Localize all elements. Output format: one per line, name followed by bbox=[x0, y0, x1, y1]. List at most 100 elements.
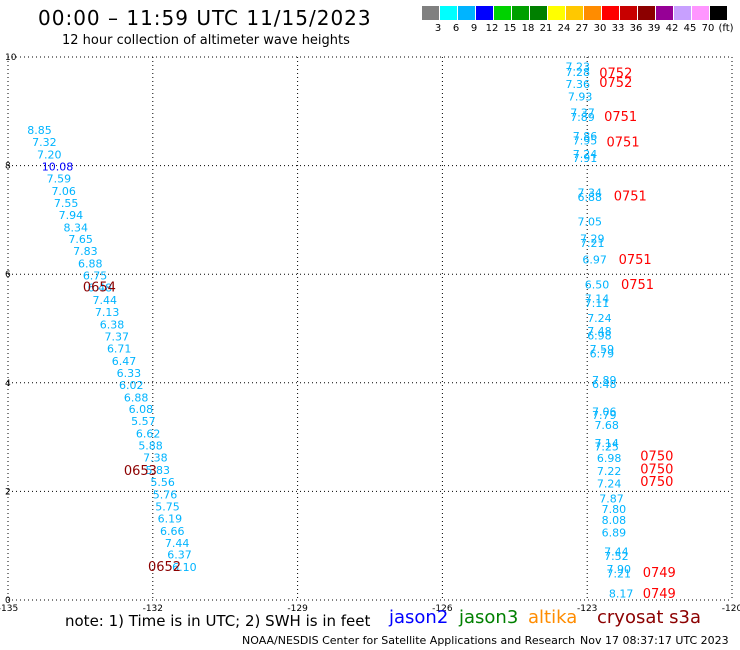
wave-height-value: 7.55 bbox=[54, 197, 79, 210]
wave-height-value: 8.85 bbox=[27, 124, 52, 137]
wave-height-value: 6.71 bbox=[107, 342, 131, 355]
legend-swatch bbox=[476, 6, 493, 20]
wave-height-value: 6.02 bbox=[119, 379, 144, 392]
pass-time-label: 0652 bbox=[148, 560, 181, 575]
wave-height-value: 5.57 bbox=[131, 415, 156, 428]
wave-height-value: 8.17 bbox=[609, 587, 634, 600]
legend-label: (ft) bbox=[718, 23, 734, 34]
y-tick-label: 2 bbox=[5, 487, 11, 497]
legend-label: 70 bbox=[701, 23, 715, 34]
legend-swatch bbox=[710, 6, 727, 20]
wave-height-value: 7.29 bbox=[580, 233, 605, 246]
wave-height-value: 7.44 bbox=[604, 545, 629, 558]
wave-height-value: 7.21 bbox=[607, 568, 632, 581]
wave-height-value: 6.88 bbox=[578, 191, 603, 204]
y-tick-label: 10 bbox=[5, 53, 17, 63]
legend-swatch bbox=[620, 6, 637, 20]
wave-height-value: 7.93 bbox=[568, 90, 593, 103]
wave-height-value: 5.56 bbox=[150, 476, 175, 489]
map-title: 00:00 – 11:59 UTC 11/15/2023 bbox=[38, 6, 372, 30]
legend-label: 30 bbox=[593, 23, 607, 34]
legend-swatch bbox=[548, 6, 565, 20]
wave-height-value: 7.37 bbox=[105, 330, 129, 343]
pass-time-label: 0751 bbox=[619, 253, 652, 268]
pass-time-label: 0750 bbox=[640, 449, 673, 464]
legend-swatch bbox=[674, 6, 691, 20]
wave-height-value: 6.48 bbox=[592, 378, 617, 391]
wave-height-value: 5.76 bbox=[153, 488, 178, 501]
wave-height-value: 6.38 bbox=[100, 319, 125, 332]
wave-height-value: 7.91 bbox=[573, 152, 598, 165]
legend-swatch bbox=[440, 6, 457, 20]
wave-height-value: 7.22 bbox=[597, 465, 622, 478]
wave-height-value: 6.37 bbox=[167, 549, 192, 562]
wave-height-value: 6.89 bbox=[602, 526, 627, 539]
wave-height-value: 7.37 bbox=[570, 107, 595, 120]
wave-height-value: 8.34 bbox=[64, 221, 89, 234]
pass-time-label: 0751 bbox=[614, 189, 647, 204]
wave-height-value: 7.95 bbox=[573, 134, 598, 147]
wave-height-value: 6.19 bbox=[158, 512, 183, 525]
legend-label: 24 bbox=[557, 23, 571, 34]
wave-height-value: 7.24 bbox=[573, 148, 598, 161]
wave-height-value: 7.48 bbox=[587, 325, 612, 338]
pass-time-label: 0750 bbox=[640, 462, 673, 477]
wave-height-value: 7.14 bbox=[594, 437, 619, 450]
wave-height-value: 6.75 bbox=[83, 270, 108, 283]
wave-height-value: 7.59 bbox=[47, 172, 72, 185]
legend-swatch bbox=[458, 6, 475, 20]
wave-height-value: 6.98 bbox=[587, 329, 612, 342]
wave-height-value: 7.87 bbox=[599, 492, 624, 505]
wave-height-value: 5.75 bbox=[155, 500, 180, 513]
wave-height-value: 7.24 bbox=[597, 478, 622, 491]
wave-height-value: 6.10 bbox=[172, 561, 197, 574]
wave-height-value: 6.98 bbox=[597, 452, 622, 465]
y-tick-label: 6 bbox=[5, 270, 11, 280]
credit-line: NOAA/NESDIS Center for Satellite Applica… bbox=[242, 634, 576, 647]
x-tick-label: -120 bbox=[722, 604, 740, 614]
wave-height-value: 6.48 bbox=[88, 282, 113, 295]
satellite-legend-altika: altika bbox=[528, 607, 578, 628]
wave-height-value: 6.50 bbox=[585, 278, 610, 291]
wave-height-value: 7.20 bbox=[37, 149, 62, 162]
wave-height-value: 7.38 bbox=[143, 452, 168, 465]
wave-height-value: 6.88 bbox=[78, 258, 103, 271]
pass-time-label: 0752 bbox=[599, 76, 632, 91]
wave-height-value: 6.47 bbox=[112, 355, 137, 368]
x-tick-label: -132 bbox=[143, 604, 163, 614]
wave-height-value: 6.97 bbox=[582, 253, 607, 266]
wave-height-value: 10.08 bbox=[42, 160, 74, 173]
legend-swatch bbox=[512, 6, 529, 20]
wave-height-value: 5.83 bbox=[146, 464, 171, 477]
wave-height-value: 7.59 bbox=[590, 343, 615, 356]
wave-height-value: 7.89 bbox=[592, 374, 617, 387]
wave-height-value: 7.23 bbox=[565, 61, 590, 74]
wave-height-value: 7.32 bbox=[32, 136, 57, 149]
wave-height-value: 7.25 bbox=[594, 441, 619, 454]
y-tick-label: 0 bbox=[5, 596, 11, 606]
wave-height-value: 8.08 bbox=[602, 514, 627, 527]
wave-height-value: 5.88 bbox=[138, 440, 163, 453]
legend-label: 9 bbox=[470, 23, 478, 34]
wave-height-value: 6.79 bbox=[590, 347, 615, 360]
wave-height-value: 7.68 bbox=[594, 419, 619, 432]
legend-label: 45 bbox=[683, 23, 697, 34]
wave-height-value: 7.06 bbox=[592, 405, 617, 418]
wave-height-value: 7.86 bbox=[573, 130, 598, 143]
legend-label: 42 bbox=[665, 23, 679, 34]
wave-height-value: 7.90 bbox=[607, 563, 632, 576]
wave-height-value: 7.65 bbox=[68, 233, 93, 246]
wave-height-value: 7.11 bbox=[585, 297, 610, 310]
pass-time-label: 0654 bbox=[83, 281, 116, 296]
wave-height-value: 7.94 bbox=[59, 209, 84, 222]
wave-height-value: 6.66 bbox=[160, 525, 185, 538]
wave-height-value: 7.52 bbox=[604, 550, 629, 563]
wave-height-value: 7.44 bbox=[92, 294, 117, 307]
wave-height-value: 7.21 bbox=[580, 237, 605, 250]
wave-height-value: 7.89 bbox=[570, 111, 595, 124]
legend-swatch bbox=[494, 6, 511, 20]
pass-time-label: 0751 bbox=[621, 278, 654, 293]
wave-height-value: 7.79 bbox=[592, 409, 617, 422]
